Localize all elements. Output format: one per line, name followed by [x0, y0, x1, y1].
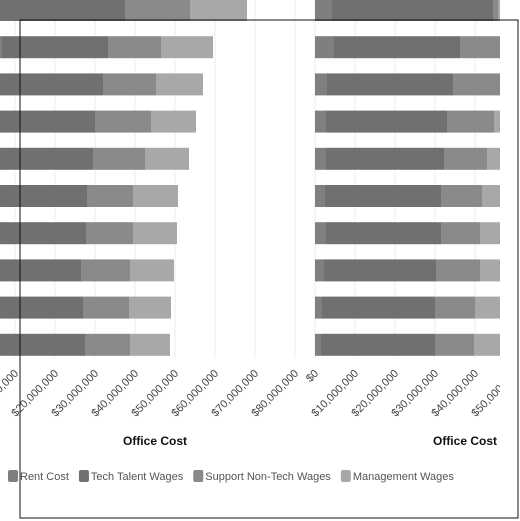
bar-segment — [315, 147, 326, 170]
bar-segment — [474, 333, 500, 356]
bar-segment — [322, 296, 435, 319]
bar-segment — [482, 185, 500, 207]
x-axis-title: Office Cost — [123, 434, 187, 448]
bar-segment — [125, 0, 190, 21]
bar-segment — [444, 147, 487, 170]
bar-segment — [2, 36, 108, 59]
legend-swatch — [8, 470, 18, 482]
bar-segment — [0, 0, 125, 21]
bar-segment — [0, 259, 81, 282]
bar-segment — [108, 36, 161, 59]
bar-segment — [0, 222, 86, 245]
bar-segment — [0, 333, 85, 356]
bar-segment — [145, 147, 189, 170]
bar-segment — [435, 333, 474, 356]
bar-segment — [93, 147, 145, 170]
bar-segment — [460, 36, 500, 59]
bar-segment — [480, 259, 500, 282]
x-tick-label: $0 — [304, 368, 321, 385]
bar-segment — [501, 73, 517, 95]
bar-segment — [441, 185, 482, 207]
bar-segment — [133, 185, 178, 207]
bar-segment — [0, 110, 95, 133]
plot-area: $10,000,000$20,000,000$30,000,000$40,000… — [0, 0, 517, 448]
legend-swatch — [193, 470, 204, 482]
bar-segment — [327, 73, 453, 96]
bar-segment — [0, 147, 93, 170]
bar-segment — [494, 110, 500, 133]
bar-segment — [493, 0, 498, 21]
bar-segment — [81, 259, 130, 282]
bar-segment — [325, 185, 441, 207]
bar-segment — [129, 296, 171, 319]
legend-label: Tech Talent Wages — [91, 471, 184, 483]
bar-segment — [151, 110, 196, 133]
bar-segment — [441, 222, 480, 245]
bar-segment — [95, 110, 151, 133]
bar-segment — [321, 333, 435, 356]
bar-segment — [83, 296, 129, 319]
bar-segment — [0, 185, 87, 207]
bar-segment — [86, 222, 133, 245]
bar-segment — [315, 73, 327, 96]
bar-segment — [447, 110, 494, 133]
bar-segment — [130, 333, 170, 356]
bar-segment — [326, 147, 444, 170]
bar-segment — [453, 73, 500, 96]
bar-segment — [435, 296, 475, 319]
bar-segment — [498, 0, 500, 21]
bar-segment — [133, 222, 177, 245]
bar-segment — [130, 259, 174, 282]
bar-segment — [324, 259, 436, 282]
bar-segment — [315, 0, 332, 21]
bar-segment — [103, 73, 156, 96]
bar-segment — [315, 222, 326, 245]
legend-label: Support Non-Tech Wages — [205, 471, 331, 483]
bar-segment — [190, 0, 247, 21]
bar-segment — [315, 296, 322, 319]
bar-segment — [156, 73, 203, 96]
bar-segment — [334, 36, 460, 59]
bar-segment — [480, 222, 500, 245]
bar-segment — [315, 185, 325, 207]
bar-segment — [436, 259, 480, 282]
bar-segment — [315, 259, 324, 282]
bar-segment — [315, 333, 321, 356]
bar-segment — [326, 110, 447, 133]
bar-segment — [0, 73, 103, 96]
bar-segment — [475, 296, 500, 319]
bar-segment — [0, 36, 2, 59]
legend-label: Management Wages — [353, 471, 455, 483]
bar-segment — [326, 222, 441, 245]
bar-segment — [85, 333, 130, 356]
legend-label: Rent Cost — [20, 471, 69, 483]
x-axis-title: Office Cost — [433, 434, 497, 448]
bar-segment — [315, 110, 326, 133]
bar-segment — [487, 147, 500, 170]
bar-segment — [161, 36, 213, 59]
bar-segment — [0, 296, 83, 319]
bar-segment — [332, 0, 493, 21]
legend-swatch — [78, 470, 89, 482]
bar-segment — [87, 185, 133, 207]
bar-segment — [315, 36, 334, 59]
frame — [19, 19, 519, 519]
legend-swatch — [340, 470, 351, 482]
